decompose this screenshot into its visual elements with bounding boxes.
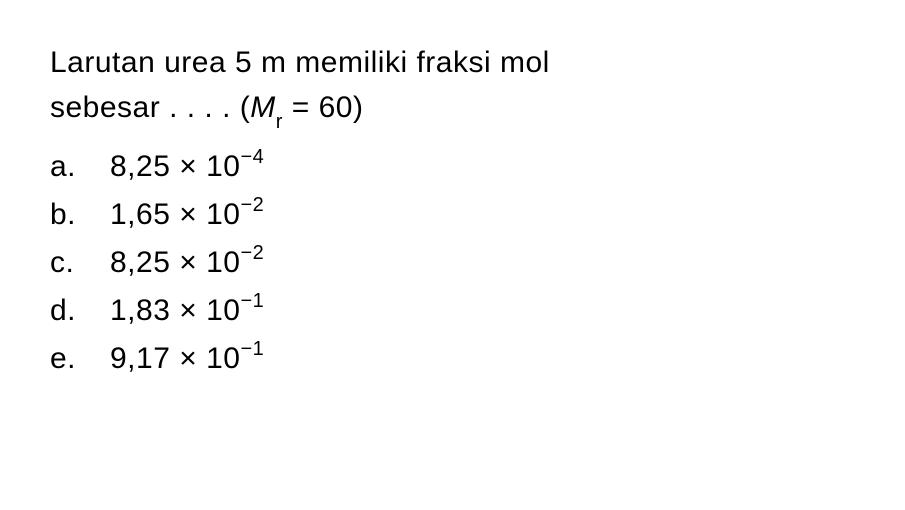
times-base: × 10: [170, 246, 240, 279]
times-base: × 10: [170, 198, 240, 231]
question-line-1: Larutan urea 5 m memiliki fraksi mol: [50, 40, 855, 85]
exponent: −2: [240, 194, 264, 216]
option-label: c.: [50, 239, 110, 287]
exponent: −1: [240, 338, 264, 360]
times-base: × 10: [170, 342, 240, 375]
options-list: a. 8,25 × 10−4 b. 1,65 × 10−2 c. 8,25 × …: [50, 143, 855, 383]
option-b: b. 1,65 × 10−2: [50, 191, 855, 239]
option-value: 1,83 × 10−1: [110, 287, 264, 335]
exponent: −4: [240, 146, 264, 168]
times-base: × 10: [170, 294, 240, 327]
option-value: 8,25 × 10−4: [110, 143, 264, 191]
coefficient: 1,65: [110, 198, 170, 231]
option-c: c. 8,25 × 10−2: [50, 239, 855, 287]
coefficient: 8,25: [110, 246, 170, 279]
option-label: a.: [50, 143, 110, 191]
question-text: Larutan urea 5 m memiliki fraksi mol seb…: [50, 40, 855, 133]
mr-symbol: M: [250, 91, 276, 124]
option-label: d.: [50, 287, 110, 335]
option-label: e.: [50, 335, 110, 383]
option-value: 8,25 × 10−2: [110, 239, 264, 287]
mr-equals: = 60): [283, 91, 364, 124]
exponent: −2: [240, 242, 264, 264]
option-a: a. 8,25 × 10−4: [50, 143, 855, 191]
question-line-2: sebesar . . . . (Mr = 60): [50, 85, 855, 133]
coefficient: 8,25: [110, 150, 170, 183]
mr-subscript: r: [276, 111, 283, 133]
option-e: e. 9,17 × 10−1: [50, 335, 855, 383]
question-prefix: sebesar . . . . (: [50, 91, 250, 124]
times-base: × 10: [170, 150, 240, 183]
coefficient: 9,17: [110, 342, 170, 375]
option-d: d. 1,83 × 10−1: [50, 287, 855, 335]
coefficient: 1,83: [110, 294, 170, 327]
exponent: −1: [240, 290, 264, 312]
option-value: 9,17 × 10−1: [110, 335, 264, 383]
option-label: b.: [50, 191, 110, 239]
option-value: 1,65 × 10−2: [110, 191, 264, 239]
